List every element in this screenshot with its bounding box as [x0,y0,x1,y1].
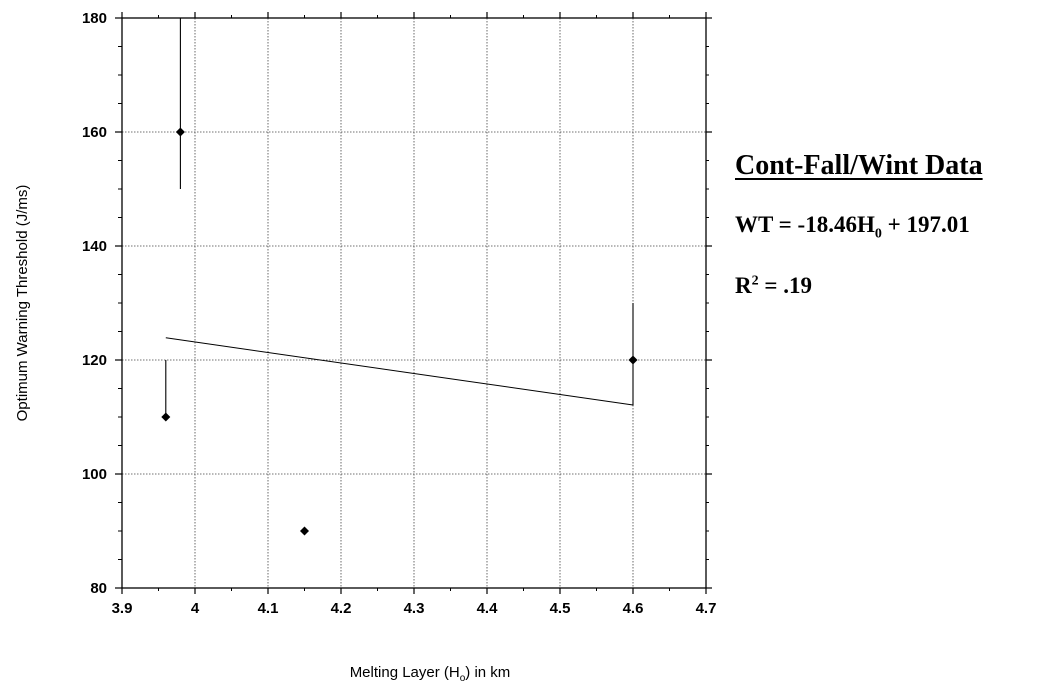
regression-equation: WT = -18.46H0 + 197.01 [735,212,970,242]
panel-title: Cont-Fall/Wint Data [735,150,983,181]
x-tick-label: 4.6 [623,600,644,617]
grid-lines [121,17,707,589]
data-point [161,412,171,422]
y-axis-title: Optimum Warning Threshold (J/ms) [14,185,31,422]
x-axis-title: Melting Layer (Ho) in km [350,664,511,684]
x-tick-label: 4.3 [404,600,425,617]
regression-line [165,337,634,406]
x-tick-label: 4.1 [258,600,279,617]
y-tick-label: 140 [82,238,107,255]
tick-labels: 3.9 4 4.1 4.2 4.3 4.4 4.5 4.6 4.7 80 100 120 140 160 1… [82,10,716,617]
x-tick-label: 4.7 [696,600,717,617]
data-point [300,526,309,536]
x-tick-label: 4 [191,600,200,617]
axis-ticks [115,12,712,594]
data-point [628,355,638,365]
y-tick-label: 160 [82,124,107,141]
r-squared: R2 = .19 [735,272,812,298]
data-layer [161,18,638,536]
y-tick-label: 80 [90,580,107,597]
x-tick-label: 4.2 [331,600,352,617]
x-tick-label: 3.9 [112,600,133,617]
y-tick-label: 180 [82,10,107,27]
y-tick-label: 120 [82,352,107,369]
info-panel: Cont-Fall/Wint Data WT = -18.46H0 + 197.… [735,150,1055,299]
x-tick-label: 4.5 [550,600,571,617]
data-point [175,127,185,137]
y-tick-label: 100 [82,466,107,483]
x-tick-label: 4.4 [477,600,499,617]
